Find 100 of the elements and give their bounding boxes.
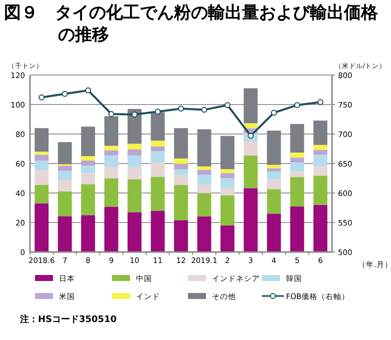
- point: [132, 112, 138, 118]
- bar: [128, 155, 142, 167]
- bar: [174, 169, 188, 175]
- bar: [128, 179, 142, 212]
- point: [224, 102, 230, 108]
- point: [317, 99, 324, 106]
- bar: [81, 166, 96, 174]
- bar: [266, 168, 281, 172]
- bar: [128, 166, 142, 180]
- bar: [150, 140, 165, 146]
- bar: [244, 156, 258, 188]
- bar: [220, 169, 234, 174]
- bar: [174, 128, 188, 158]
- bar: [104, 146, 118, 150]
- text: 注：HSコード350510: [19, 314, 117, 325]
- bar: [81, 173, 96, 184]
- bar: [58, 142, 72, 164]
- bar: [197, 184, 212, 194]
- bar: [220, 173, 234, 178]
- point: [270, 110, 277, 116]
- bar: [34, 160, 49, 170]
- bar: [104, 155, 118, 167]
- title: 図９ タイの化工でん粉の輸出量および輸出価格の推移: [4, 2, 379, 46]
- bar: [313, 204, 328, 252]
- bar: [81, 215, 96, 252]
- bar: [81, 160, 96, 166]
- bar: [128, 149, 142, 156]
- bar: [313, 144, 328, 150]
- bar: [128, 144, 142, 150]
- bar: [313, 120, 328, 145]
- bar: [313, 154, 328, 166]
- point: [62, 90, 68, 97]
- bar: [220, 225, 234, 252]
- bar: [290, 158, 304, 162]
- bar: [174, 164, 188, 170]
- bar: [290, 171, 304, 178]
- bar: [266, 214, 281, 252]
- bar: [174, 174, 188, 185]
- bar: [220, 188, 234, 196]
- bar: [34, 184, 49, 204]
- bar: [244, 123, 258, 128]
- bar: [174, 220, 188, 252]
- bar: [34, 128, 49, 152]
- bar: [104, 206, 118, 252]
- point: [294, 102, 300, 108]
- bar: [174, 158, 188, 164]
- point: [201, 106, 208, 113]
- bar: [197, 129, 212, 166]
- bar: [150, 162, 165, 177]
- bar: [150, 210, 165, 252]
- bar: [244, 142, 258, 156]
- bar: [58, 166, 72, 171]
- bar: [34, 203, 49, 252]
- bar: [220, 136, 234, 170]
- bar: [220, 196, 234, 226]
- bar: [290, 177, 304, 206]
- bar: [290, 206, 304, 252]
- bar: [290, 152, 304, 158]
- bar: [290, 162, 304, 172]
- bar: [244, 188, 258, 252]
- bar: [104, 178, 118, 207]
- bar: [266, 130, 281, 165]
- bar: [313, 150, 328, 155]
- bar: [34, 154, 49, 161]
- bar: [150, 146, 165, 152]
- bar: [81, 126, 96, 156]
- bar: [104, 150, 118, 156]
- bar: [34, 152, 49, 155]
- bar: [174, 184, 188, 220]
- bar: [81, 184, 96, 216]
- bar: [58, 180, 72, 192]
- bar: [197, 166, 212, 170]
- bar: [34, 170, 49, 185]
- bar: [104, 166, 118, 178]
- bar: [128, 108, 142, 144]
- bar: [58, 170, 72, 180]
- bar: [313, 176, 328, 205]
- bar: [104, 116, 118, 146]
- point: [38, 94, 45, 100]
- bar: [81, 156, 96, 161]
- bar: [266, 180, 281, 190]
- bar: [197, 170, 212, 175]
- bar: [128, 212, 142, 252]
- bar: [58, 192, 72, 216]
- bar: [197, 216, 212, 252]
- bar: [197, 193, 212, 216]
- bar: [266, 171, 281, 180]
- point: [178, 106, 184, 112]
- bar: [197, 174, 212, 185]
- bar: [266, 189, 281, 214]
- bar: [313, 166, 328, 176]
- bar: [150, 151, 165, 162]
- point: [108, 110, 114, 117]
- bar: [244, 88, 258, 124]
- bar: [150, 176, 165, 211]
- bar: [58, 216, 72, 252]
- bar: [150, 112, 165, 141]
- bar: [290, 124, 304, 153]
- point: [85, 87, 92, 94]
- point: [154, 108, 161, 115]
